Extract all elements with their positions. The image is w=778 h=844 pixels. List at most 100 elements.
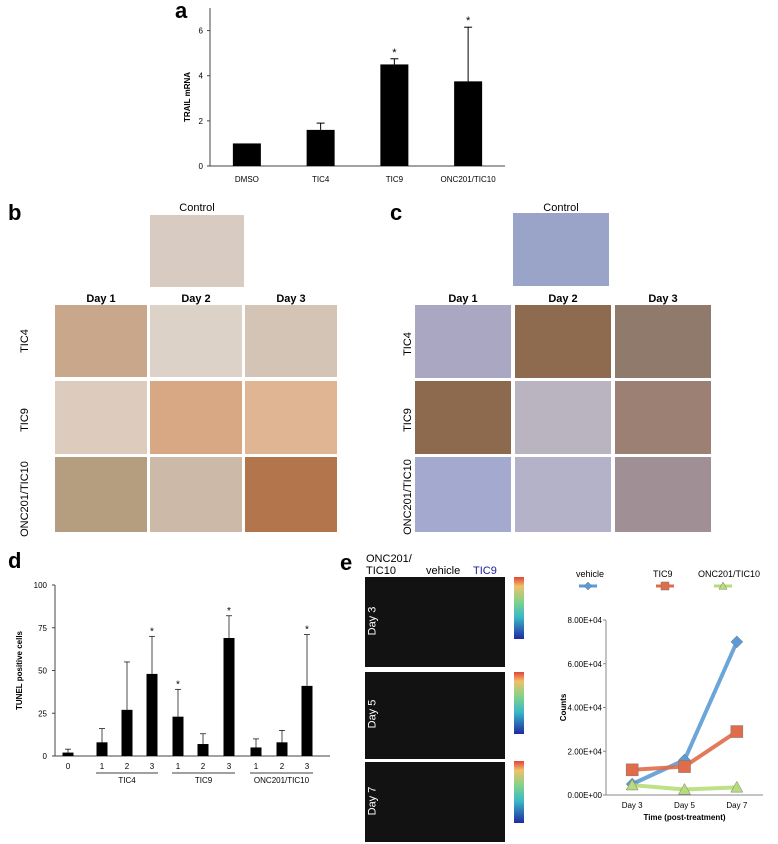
chart-a-category-label: TIC4 (312, 175, 330, 184)
chart-d-bar (276, 742, 288, 756)
panel-label-e: e (340, 550, 353, 575)
chart-d-bar (121, 709, 133, 756)
panel-e-row-day5: Day 5 (366, 699, 379, 729)
chart-e-point (625, 763, 639, 777)
panel-b-image-tic4-day3 (245, 305, 337, 377)
panel-e-row-day3: Day 3 (366, 606, 379, 636)
panel-label-a: a (175, 0, 188, 23)
panel-c-col-day3: Day 3 (648, 293, 678, 305)
colorbar-day7 (514, 761, 524, 823)
chart-d-category-label: 3 (305, 762, 310, 771)
panel-c-row-tic4: TIC4 (402, 332, 414, 356)
chart-a-bar (380, 64, 409, 166)
chart-d-category-label: 1 (254, 762, 259, 771)
chart-a-ytick-label: 0 (199, 162, 204, 171)
chart-e-point (730, 635, 744, 649)
panel-b-row-onc201: ONC201/TIC10 (19, 461, 31, 537)
chart-e-category-label: Day 7 (726, 801, 747, 810)
chart-a: 0 2 4 6 TRAIL mRNA DMSO TIC4 * TIC9 * ONC201/TIC10 (183, 8, 505, 184)
chart-d-bar (301, 685, 313, 756)
panel-e-header-tic9: TIC9 (473, 565, 497, 577)
panel-c-image-onc-day3 (615, 457, 711, 532)
chart-d-significance: * (227, 606, 231, 617)
chart-d-group-label: ONC201/TIC10 (254, 776, 310, 785)
chart-d-bar (146, 673, 158, 756)
chart-d-significance: * (176, 679, 180, 690)
chart-d-ytick-label: 25 (38, 709, 47, 718)
chart-a-significance: * (466, 15, 471, 27)
chart-e-legend-label: vehicle (576, 569, 604, 579)
panel-b-row-tic4: TIC4 (19, 329, 31, 353)
panel-label-c: c (390, 200, 403, 225)
chart-e-ytick-label: 0.00E+00 (568, 791, 603, 800)
panel-b-image-tic4-day2 (150, 305, 242, 377)
panel-b-image-onc-day3 (245, 457, 337, 532)
chart-d-bar (223, 638, 235, 756)
panel-b-image-tic9-day2 (150, 381, 242, 454)
chart-d-bar (172, 716, 184, 756)
panel-c-col-day2: Day 2 (548, 293, 578, 305)
panel-c-image-tic9-day1 (415, 381, 511, 454)
panel-b-col-day1: Day 1 (86, 293, 116, 305)
panel-b-control-title: Control (179, 202, 215, 214)
panel-c-image-tic9-day3 (615, 381, 711, 454)
panel-c-image-tic9-day2 (515, 381, 611, 454)
panel-e-header-vehicle: vehicle (426, 565, 461, 577)
chart-d-group-label: TIC4 (118, 776, 136, 785)
panel-c-image-onc-day2 (515, 457, 611, 532)
panel-b-col-day2: Day 2 (181, 293, 211, 305)
panel-b-image-onc-day2 (150, 457, 242, 532)
colorbar-day5 (514, 672, 524, 734)
chart-d-category-label: 1 (100, 762, 105, 771)
chart-a-ytick-label: 6 (199, 27, 204, 36)
chart-a-ytick-label: 4 (199, 72, 204, 81)
panel-c-col-day1: Day 1 (448, 293, 478, 305)
chart-e-legend-label: ONC201/TIC10 (698, 569, 760, 579)
panel-c-control-image (513, 213, 609, 286)
panel-e-image-day7 (365, 762, 505, 842)
chart-e-point (678, 760, 691, 773)
chart-e-point (730, 725, 744, 738)
chart-d-category-label: 3 (150, 762, 155, 771)
panel-b-row-tic9: TIC9 (19, 408, 31, 432)
chart-e-legend-label: TIC9 (653, 569, 673, 579)
chart-a-significance: * (392, 47, 397, 59)
panel-c-image-tic4-day1 (415, 305, 511, 378)
chart-d-group-label: TIC9 (195, 776, 213, 785)
chart-e-point (678, 783, 691, 795)
chart-e-legend-marker (718, 581, 728, 590)
chart-e-ytick-label: 8.00E+04 (568, 616, 603, 625)
chart-d-category-label: 0 (66, 762, 71, 771)
panel-label-b: b (8, 200, 22, 225)
chart-e-category-label: Day 5 (674, 801, 695, 810)
chart-d-category-label: 2 (125, 762, 130, 771)
chart-d-category-label: 3 (227, 762, 232, 771)
panel-e-row-day7: Day 7 (366, 786, 379, 816)
chart-e-point (730, 780, 744, 793)
chart-a-bar (306, 129, 335, 166)
chart-d: 0 25 50 75 100 TUNEL positive cells 0 1 2 * 3 * 1 2 * 3… (15, 581, 330, 785)
chart-a-bar (454, 81, 483, 166)
chart-d-bar (197, 744, 209, 756)
chart-d-category-label: 2 (201, 762, 206, 771)
chart-d-bar (250, 747, 262, 756)
panel-e-image-day5 (365, 672, 505, 759)
chart-e-category-label: Day 3 (622, 801, 643, 810)
colorbar-day3 (514, 577, 524, 639)
chart-d-category-label: 2 (280, 762, 285, 771)
chart-d-ytick-label: 75 (38, 624, 47, 633)
panel-e-colorbars (514, 577, 524, 823)
chart-d-ylabel: TUNEL positive cells (15, 630, 24, 710)
chart-d-category-label: 1 (176, 762, 181, 771)
chart-a-ytick-label: 2 (199, 117, 204, 126)
panel-c-row-tic9: TIC9 (402, 408, 414, 432)
chart-d-bar (96, 742, 108, 756)
panel-c-row-onc201: ONC201/TIC10 (402, 459, 414, 535)
panel-label-d: d (8, 548, 22, 573)
chart-e-legend-marker (660, 581, 670, 591)
chart-a-category-label: TIC9 (386, 175, 404, 184)
panel-b-image-onc-day1 (55, 457, 147, 532)
panel-e-image-day3 (365, 577, 505, 667)
panel-b-image-tic9-day1 (55, 381, 147, 454)
chart-a-bar (232, 143, 261, 166)
